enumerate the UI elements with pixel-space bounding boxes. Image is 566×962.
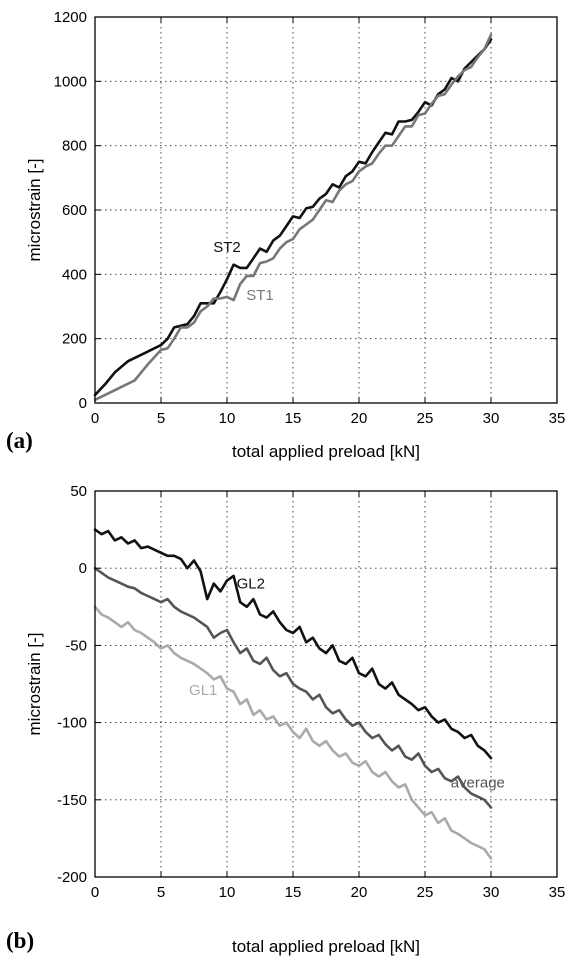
y-tick-label: 200 <box>62 331 87 348</box>
x-tick-label: 30 <box>483 884 500 901</box>
x-tick-label: 35 <box>549 410 566 427</box>
x-tick-label: 5 <box>157 410 165 427</box>
series-annotation: GL2 <box>237 575 265 592</box>
y-tick-label: 800 <box>62 138 87 155</box>
plot-frame <box>94 490 558 878</box>
y-tick-label: -100 <box>57 715 87 732</box>
y-tick-label: 0 <box>79 395 87 412</box>
series-annotation: average <box>451 774 505 791</box>
series-line-gl1 <box>93 605 493 860</box>
series-line-average <box>93 566 493 809</box>
y-tick-label: 0 <box>79 560 87 577</box>
x-tick-label: 10 <box>219 410 236 427</box>
y-tick-label: 1200 <box>54 9 87 26</box>
x-axis-label: total applied preload [kN] <box>232 937 420 956</box>
x-tick-label: 25 <box>417 884 434 901</box>
y-axis-label: microstrain [-] <box>25 633 44 736</box>
y-tick-label: 400 <box>62 266 87 283</box>
x-tick-label: 15 <box>285 410 302 427</box>
y-tick-label: 600 <box>62 202 87 219</box>
series-annotation: ST1 <box>246 287 274 304</box>
x-tick-label: 25 <box>417 410 434 427</box>
y-tick-label: -200 <box>57 869 87 886</box>
x-tick-label: 5 <box>157 884 165 901</box>
series-line-gl2 <box>93 528 493 760</box>
x-tick-label: 20 <box>351 884 368 901</box>
y-tick-label: -50 <box>65 637 87 654</box>
series-annotation: GL1 <box>189 682 217 699</box>
x-tick-label: 15 <box>285 884 302 901</box>
panel-label: (a) <box>6 428 33 453</box>
series-line-st2 <box>93 38 493 397</box>
x-axis-label: total applied preload [kN] <box>232 442 420 461</box>
x-tick-label: 10 <box>219 884 236 901</box>
panel-a: 0 5 10 15 20 25 30 35 0 200 400 600 800 1000 1200 total… <box>6 9 565 461</box>
series-annotation: ST2 <box>213 239 241 256</box>
panel-label: (b) <box>6 928 34 953</box>
y-tick-label: -150 <box>57 792 87 809</box>
y-axis-label: microstrain [-] <box>25 159 44 262</box>
x-tick-label: 20 <box>351 410 368 427</box>
panel-b: 0 5 10 15 20 25 30 35 -200 -150 -100 -50 0 50 total ap… <box>6 483 565 956</box>
x-tick-label: 30 <box>483 410 500 427</box>
y-tick-label: 1000 <box>54 73 87 90</box>
x-tick-label: 0 <box>91 884 99 901</box>
y-tick-label: 50 <box>70 483 87 500</box>
x-tick-label: 0 <box>91 410 99 427</box>
x-tick-label: 35 <box>549 884 566 901</box>
series-line-st1 <box>93 33 493 402</box>
